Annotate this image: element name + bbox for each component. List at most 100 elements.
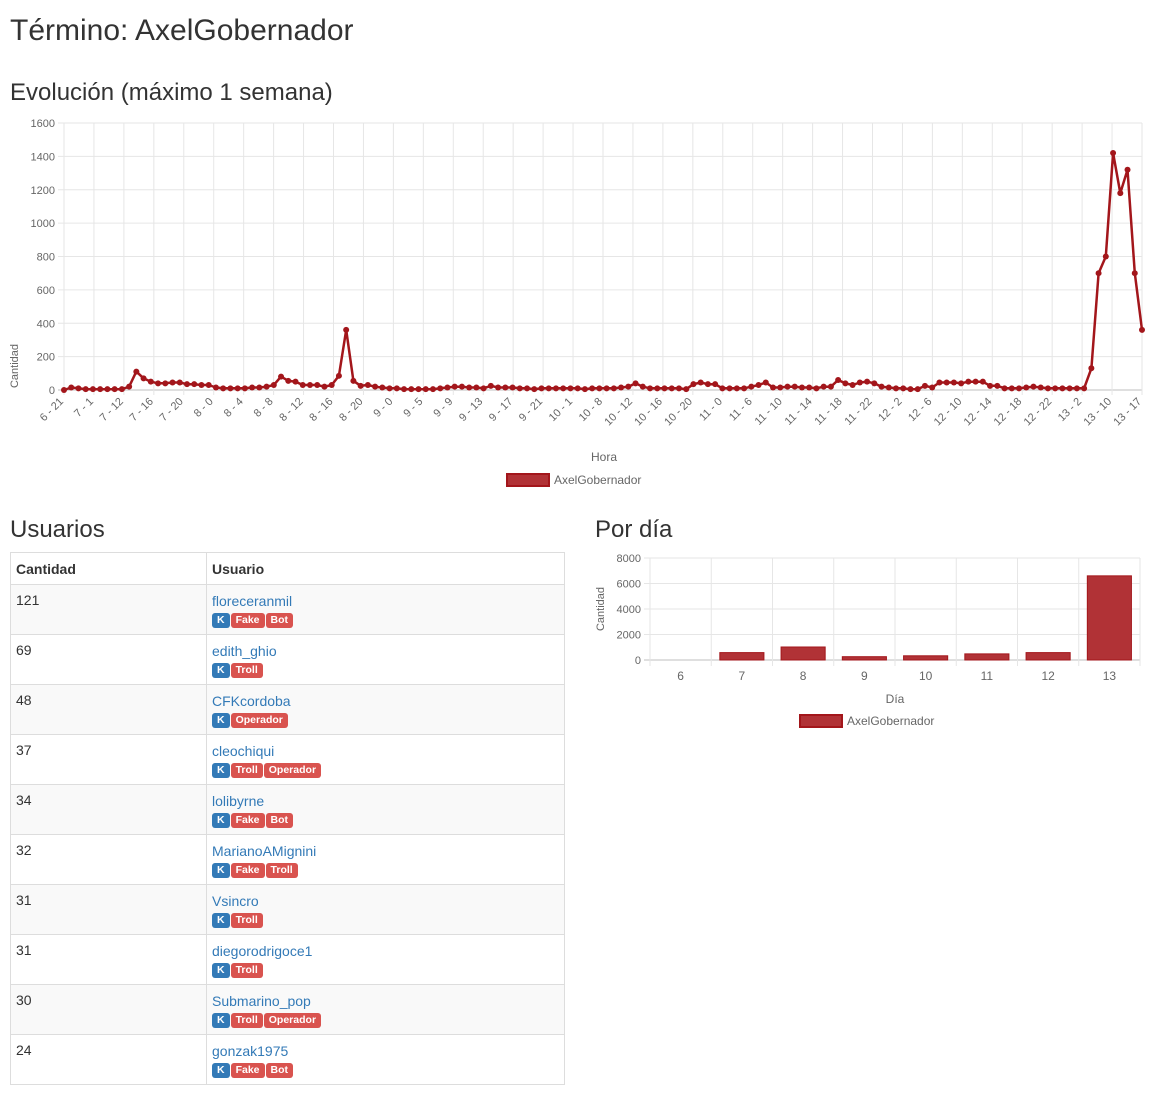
data-point[interactable]: [675, 385, 682, 392]
data-point[interactable]: [191, 381, 198, 388]
data-point[interactable]: [1023, 384, 1030, 391]
data-point[interactable]: [748, 383, 755, 390]
data-point[interactable]: [357, 382, 364, 389]
data-point[interactable]: [328, 381, 335, 388]
bar[interactable]: [841, 656, 887, 661]
data-point[interactable]: [466, 384, 473, 391]
data-point[interactable]: [835, 376, 842, 383]
data-point[interactable]: [871, 380, 878, 387]
data-point[interactable]: [61, 387, 67, 393]
data-point[interactable]: [1081, 385, 1088, 392]
data-point[interactable]: [827, 383, 834, 390]
data-point[interactable]: [68, 384, 75, 391]
data-point[interactable]: [487, 382, 494, 389]
data-point[interactable]: [1059, 385, 1066, 392]
data-point[interactable]: [567, 385, 574, 392]
data-point[interactable]: [1066, 385, 1073, 392]
data-point[interactable]: [798, 384, 805, 391]
data-point[interactable]: [183, 381, 190, 388]
data-point[interactable]: [1037, 384, 1044, 391]
user-link[interactable]: lolibyrne: [212, 793, 265, 809]
data-point[interactable]: [1095, 270, 1102, 277]
data-point[interactable]: [256, 384, 263, 391]
data-point[interactable]: [1110, 150, 1117, 157]
bar[interactable]: [964, 653, 1010, 661]
user-link[interactable]: diegorodrigoce1: [212, 943, 313, 959]
data-point[interactable]: [856, 379, 863, 386]
data-point[interactable]: [480, 385, 487, 392]
data-point[interactable]: [784, 383, 791, 390]
data-point[interactable]: [263, 383, 270, 390]
data-point[interactable]: [596, 385, 603, 392]
data-point[interactable]: [524, 385, 531, 392]
data-point[interactable]: [364, 381, 371, 388]
data-point[interactable]: [205, 381, 212, 388]
data-point[interactable]: [1139, 326, 1145, 333]
data-point[interactable]: [1102, 253, 1109, 260]
data-point[interactable]: [697, 379, 704, 386]
data-point[interactable]: [1117, 190, 1124, 197]
data-point[interactable]: [176, 379, 183, 386]
data-point[interactable]: [227, 385, 234, 392]
bar[interactable]: [719, 652, 765, 661]
data-point[interactable]: [849, 381, 856, 388]
user-link[interactable]: CFKcordoba: [212, 693, 291, 709]
user-link[interactable]: gonzak1975: [212, 1043, 289, 1059]
data-point[interactable]: [733, 385, 740, 392]
data-point[interactable]: [1124, 166, 1131, 173]
data-point[interactable]: [625, 383, 632, 390]
data-point[interactable]: [220, 385, 227, 392]
data-point[interactable]: [97, 386, 104, 393]
data-point[interactable]: [350, 377, 357, 384]
data-point[interactable]: [415, 386, 422, 393]
data-point[interactable]: [198, 381, 205, 388]
data-point[interactable]: [212, 384, 219, 391]
data-point[interactable]: [893, 385, 900, 392]
data-point[interactable]: [155, 380, 162, 387]
data-point[interactable]: [914, 386, 921, 393]
data-point[interactable]: [408, 386, 415, 393]
data-point[interactable]: [314, 381, 321, 388]
data-point[interactable]: [712, 381, 719, 388]
data-point[interactable]: [589, 385, 596, 392]
user-link[interactable]: Vsincro: [212, 893, 259, 909]
data-point[interactable]: [603, 385, 610, 392]
data-point[interactable]: [632, 380, 639, 387]
data-point[interactable]: [234, 385, 241, 392]
data-point[interactable]: [690, 381, 697, 388]
per-day-legend[interactable]: AxelGobernador: [799, 714, 934, 728]
data-point[interactable]: [900, 385, 907, 392]
data-point[interactable]: [495, 384, 502, 391]
data-point[interactable]: [806, 384, 813, 391]
data-point[interactable]: [321, 383, 328, 390]
data-point[interactable]: [777, 384, 784, 391]
user-link[interactable]: MarianoAMignini: [212, 843, 317, 859]
evolution-legend[interactable]: AxelGobernador: [506, 473, 641, 487]
data-point[interactable]: [401, 386, 408, 393]
data-point[interactable]: [791, 383, 798, 390]
data-point[interactable]: [372, 383, 379, 390]
data-point[interactable]: [118, 386, 125, 393]
data-point[interactable]: [285, 377, 292, 384]
data-point[interactable]: [943, 379, 950, 386]
data-point[interactable]: [162, 380, 169, 387]
data-point[interactable]: [473, 384, 480, 391]
data-point[interactable]: [704, 381, 711, 388]
data-point[interactable]: [972, 378, 979, 385]
data-point[interactable]: [987, 382, 994, 389]
data-point[interactable]: [994, 382, 1001, 389]
data-point[interactable]: [842, 380, 849, 387]
data-point[interactable]: [75, 385, 82, 392]
data-point[interactable]: [538, 385, 545, 392]
data-point[interactable]: [864, 378, 871, 385]
data-point[interactable]: [306, 381, 313, 388]
data-point[interactable]: [762, 379, 769, 386]
data-point[interactable]: [343, 326, 350, 333]
data-point[interactable]: [249, 384, 256, 391]
data-point[interactable]: [1073, 385, 1080, 392]
data-point[interactable]: [755, 381, 762, 388]
data-point[interactable]: [885, 384, 892, 391]
data-point[interactable]: [437, 385, 444, 392]
data-point[interactable]: [458, 383, 465, 390]
data-point[interactable]: [169, 379, 176, 386]
